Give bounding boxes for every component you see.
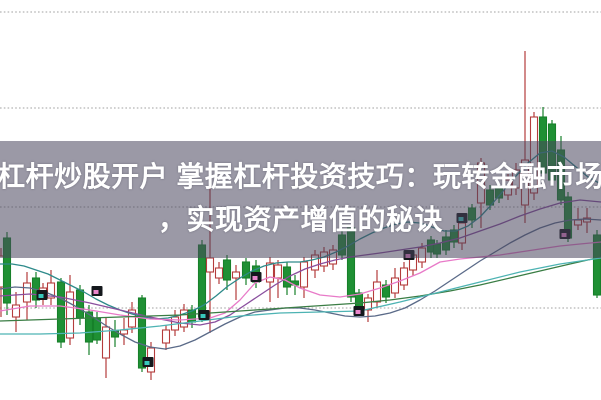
candle-body-up xyxy=(22,282,32,303)
signal-marker-tag-teal xyxy=(38,294,44,298)
candle-body-up xyxy=(179,309,189,328)
candle-body-down xyxy=(381,284,391,298)
candle-body-up xyxy=(390,277,400,294)
candle-body-up xyxy=(299,261,309,288)
candle-body-up xyxy=(46,282,56,299)
candle-body-down xyxy=(241,261,251,279)
ma-dark-green xyxy=(0,256,601,322)
candle-body-down xyxy=(75,289,85,319)
candle-body-down xyxy=(222,259,232,281)
candle-body-up xyxy=(265,262,275,283)
candle-body-up xyxy=(127,309,137,328)
candle-body-up xyxy=(231,271,241,279)
candle-body-down xyxy=(56,281,66,343)
signal-marker-tag-pink xyxy=(252,276,258,280)
banner-title-line-1: 杠杆炒股开户 掌握杠杆投资技巧：玩转金融市场 xyxy=(0,160,601,192)
title-banner: 杠杆炒股开户 掌握杠杆投资技巧：玩转金融市场 ，实现资产增值的秘诀 xyxy=(0,141,601,258)
candle-body-down xyxy=(282,266,292,288)
candle-body-up xyxy=(363,297,373,311)
signal-marker-tag-teal xyxy=(200,314,206,318)
candle-body-up xyxy=(101,326,111,359)
candle-body-up xyxy=(11,304,21,318)
candle-body-up xyxy=(65,291,75,339)
candle-body-up xyxy=(273,264,283,279)
candle-body-up xyxy=(214,267,224,279)
candle-body-down xyxy=(84,311,94,343)
candle-body-down xyxy=(137,297,147,369)
signal-marker-tag-pink xyxy=(355,310,361,314)
banner-title-line-2: ，实现资产增值的秘诀 xyxy=(157,203,443,235)
signal-marker-tag-teal xyxy=(144,361,150,365)
candle-body-up xyxy=(205,257,215,273)
candle-body-up xyxy=(399,267,409,286)
candle-body-up xyxy=(119,329,129,335)
signal-marker-tag-pink xyxy=(93,290,99,294)
candle-body-up xyxy=(161,329,171,344)
ma-long-light-teal xyxy=(0,257,601,335)
candle-body-up xyxy=(372,281,382,303)
